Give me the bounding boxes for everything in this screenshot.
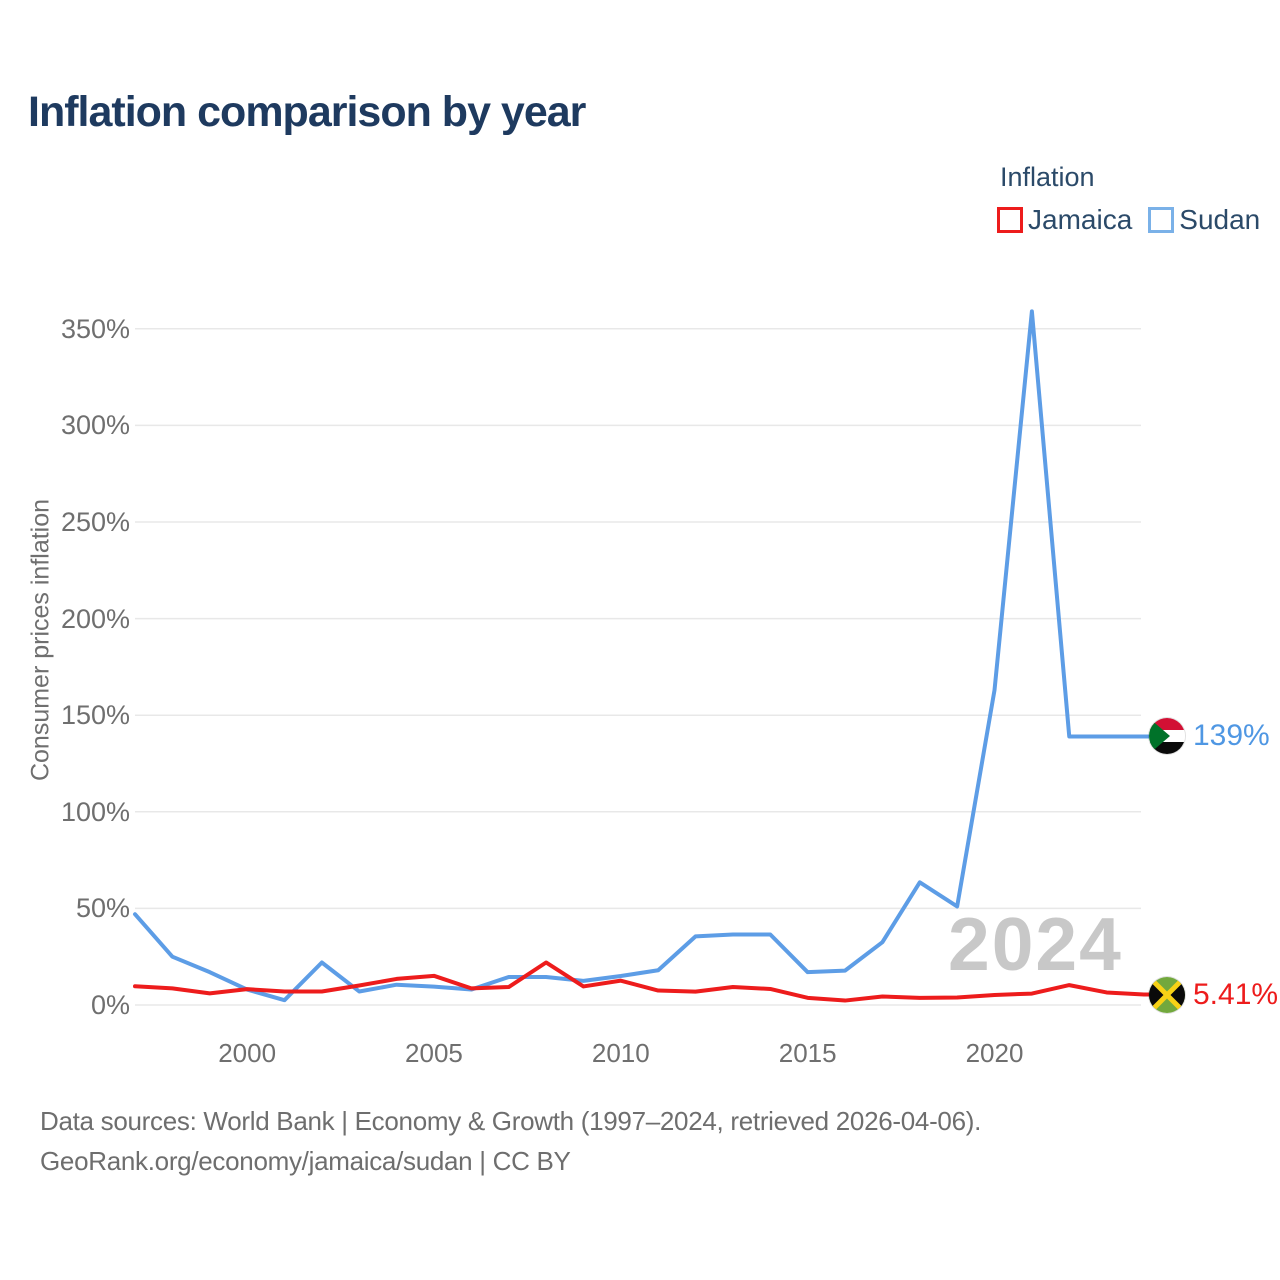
y-tick-label: 0% bbox=[90, 990, 130, 1020]
y-tick-label: 150% bbox=[60, 700, 130, 731]
legend-item-label: Sudan bbox=[1179, 204, 1261, 235]
page-title: Inflation comparison by year bbox=[28, 88, 586, 136]
sudan-swatch-icon bbox=[1148, 207, 1175, 233]
y-tick-label: 200% bbox=[60, 603, 130, 634]
sudan-flag-icon bbox=[1149, 718, 1185, 755]
footer-attribution-line: GeoRank.org/economy/jamaica/sudan | CC B… bbox=[40, 1146, 571, 1176]
legend-item-sudan[interactable]: Sudan bbox=[1148, 204, 1260, 236]
y-tick-label: 250% bbox=[60, 507, 130, 537]
watermark-year: 2024 bbox=[948, 902, 1123, 986]
sudan-end-label: 139% bbox=[1149, 718, 1270, 755]
sudan-end-value: 139% bbox=[1193, 719, 1270, 753]
legend: Jamaica Sudan bbox=[997, 204, 1260, 236]
y-tick-label: 100% bbox=[60, 796, 130, 827]
x-tick-label: 2000 bbox=[218, 1038, 277, 1068]
jamaica-line[interactable] bbox=[133, 960, 1154, 1003]
jamaica-end-label: 5.41% bbox=[1149, 976, 1279, 1013]
y-tick-label: 300% bbox=[60, 410, 130, 441]
sudan-line[interactable] bbox=[133, 309, 1154, 1003]
jamaica-swatch-icon bbox=[997, 207, 1023, 233]
footer-source-line: Data sources: World Bank | Economy & Gro… bbox=[40, 1106, 982, 1136]
jamaica-flag-icon bbox=[1149, 976, 1185, 1013]
legend-item-jamaica[interactable]: Jamaica bbox=[997, 204, 1132, 236]
legend-item-label: Jamaica bbox=[1028, 204, 1133, 235]
jamaica-end-value: 5.41% bbox=[1193, 977, 1279, 1011]
x-tick-label: 2015 bbox=[778, 1038, 837, 1068]
x-tick-label: 2005 bbox=[405, 1038, 463, 1068]
legend-title: Inflation bbox=[1000, 162, 1095, 192]
x-tick-label: 2010 bbox=[591, 1038, 650, 1068]
y-tick-label: 350% bbox=[60, 313, 130, 344]
x-tick-label: 2020 bbox=[965, 1038, 1024, 1068]
y-tick-label: 50% bbox=[75, 893, 130, 924]
